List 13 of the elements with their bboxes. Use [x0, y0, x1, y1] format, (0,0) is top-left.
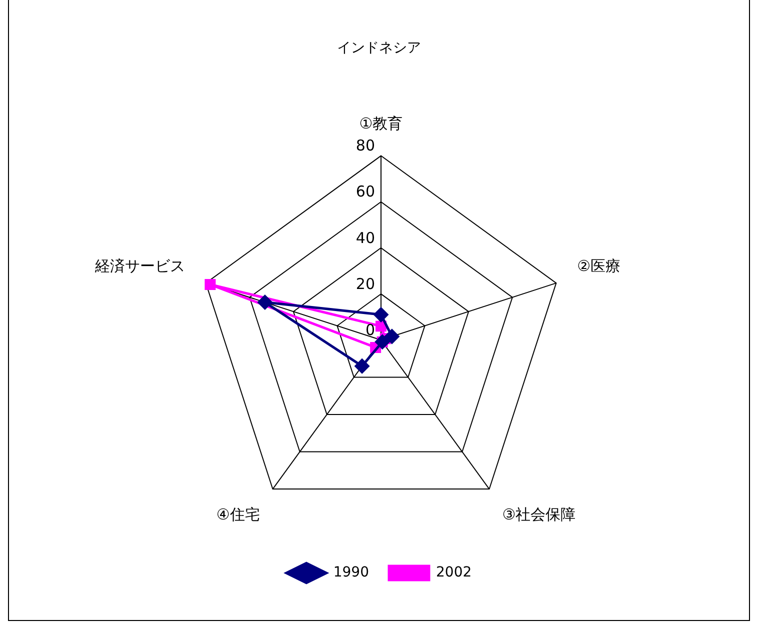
spoke-label: ①教育 [359, 114, 403, 133]
y-tick-label: 60 [356, 182, 375, 201]
y-tick-label: 20 [356, 274, 375, 293]
spoke-label: ④住宅 [216, 506, 260, 524]
y-tick-label: 80 [356, 136, 375, 155]
legend-label: 1990 [333, 564, 370, 581]
y-tick-label: 0 [365, 320, 375, 339]
spoke-label: ②医療 [577, 257, 621, 276]
y-tick-label: 40 [356, 228, 375, 247]
spoke-label: ③社会保障 [502, 506, 576, 524]
chart-title: インドネシア [337, 40, 421, 56]
legend-label: 2002 [436, 564, 472, 581]
spoke-label: 経済サービス [94, 257, 185, 276]
